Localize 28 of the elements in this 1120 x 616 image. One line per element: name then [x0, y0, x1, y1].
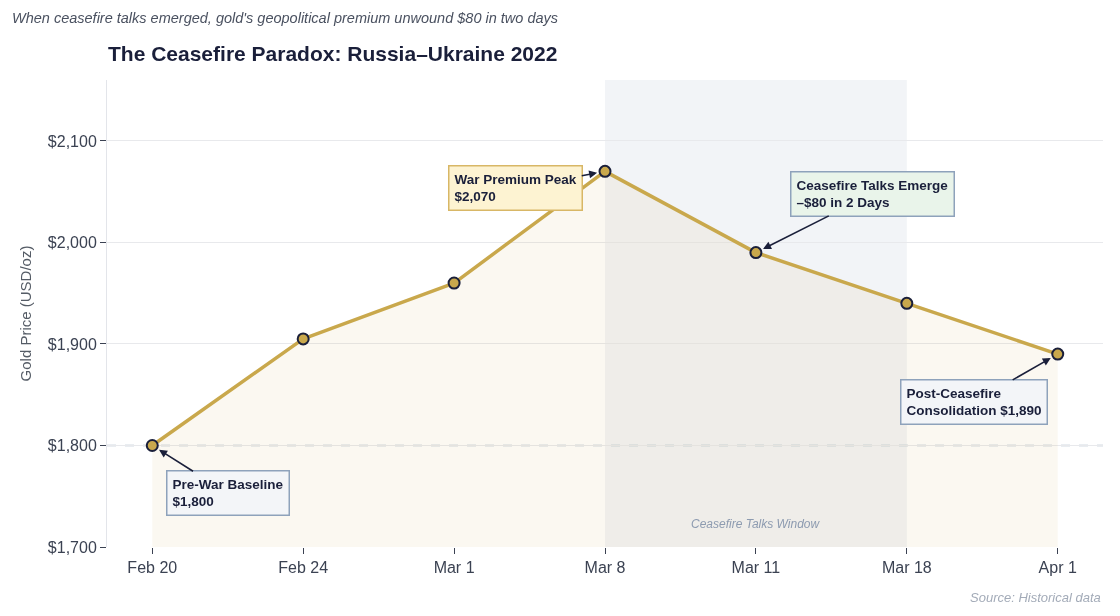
chart-subtitle: When ceasefire talks emerged, gold's geopolitical premium unwound $80 in two days — [12, 10, 559, 26]
point — [1051, 347, 1065, 361]
annotation: Pre-War Baseline $1,800 — [172, 476, 284, 510]
x-tick-label: Mar 11 — [731, 559, 781, 577]
source-note: Source: Historical data — [970, 590, 1101, 605]
x-tick-label: Feb 20 — [127, 559, 178, 577]
y-axis-title: Gold Price (USD/oz) — [17, 245, 35, 382]
annotation: Ceasefire Talks Emerge –$80 in 2 Days — [796, 177, 949, 211]
y-tick-label: $1,800 — [47, 437, 97, 455]
y-tick-label: $1,900 — [47, 335, 97, 353]
x-tick-label: Apr 1 — [1038, 559, 1077, 577]
annotation: Post-Ceasefire Consolidation $1,890 — [906, 385, 1042, 419]
point — [145, 438, 159, 452]
point — [296, 332, 310, 346]
point — [447, 276, 461, 290]
chart-title: The Ceasefire Paradox: Russia–Ukraine 2022 — [108, 42, 558, 66]
x-tick-label: Feb 24 — [278, 559, 329, 577]
band-label: Ceasefire Talks Window — [691, 517, 821, 531]
annotation: War Premium Peak $2,070 — [454, 171, 577, 205]
x-tick-label: Mar 8 — [584, 559, 626, 577]
point — [749, 246, 763, 260]
x-tick-label: Mar 1 — [433, 559, 475, 577]
point — [598, 164, 612, 178]
point — [900, 296, 914, 310]
y-tick-label: $1,700 — [47, 538, 97, 556]
y-tick-label: $2,100 — [47, 132, 97, 150]
y-tick-label: $2,000 — [47, 234, 97, 252]
x-tick-label: Mar 18 — [881, 559, 932, 577]
